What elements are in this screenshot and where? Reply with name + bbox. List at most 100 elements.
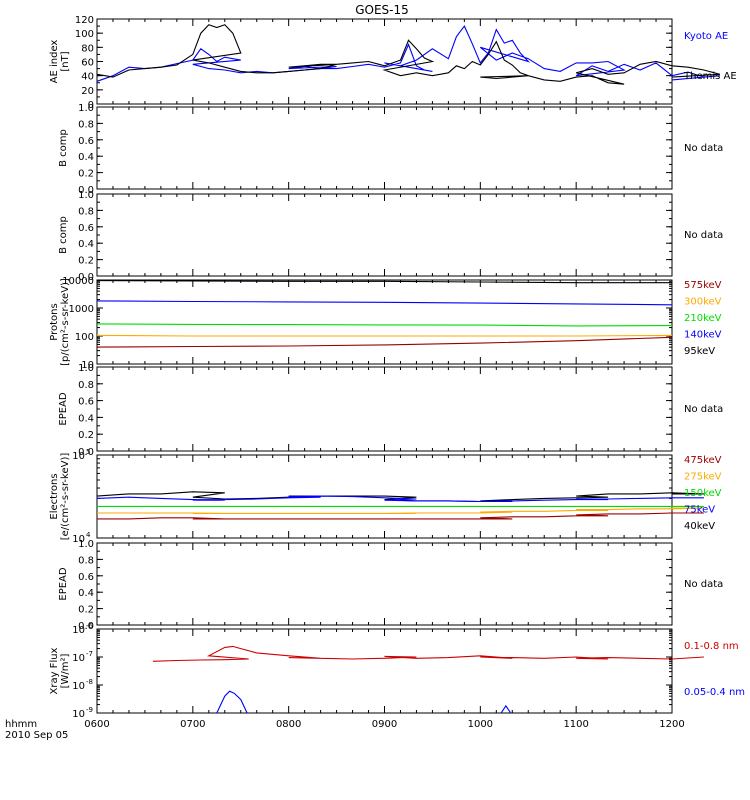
- y-tick-label: 0: [88, 100, 94, 111]
- y-axis-label: [e/(cm²-s-sr-keV)]: [60, 453, 71, 541]
- y-tick-exponent: -9: [86, 706, 93, 714]
- y-tick-label: 60: [81, 58, 94, 69]
- series-label: 150keV: [684, 488, 722, 499]
- y-tick-label: 1000: [69, 304, 94, 315]
- panel-frame-ae: [96, 18, 673, 105]
- ae-series-label: Themis AE: [683, 71, 737, 82]
- y-tick-label: 0.6: [78, 136, 94, 147]
- panel-frame-b1: [96, 106, 673, 190]
- y-tick-label: 80: [81, 43, 94, 54]
- series-label: 300keV: [684, 297, 722, 308]
- series-300keV: [96, 300, 673, 306]
- series-0.05-0.4 nm: [216, 690, 248, 714]
- y-tick-label: 40: [81, 72, 94, 83]
- no-data-label: No data: [684, 143, 723, 154]
- y-tick-label: 0.2: [78, 430, 94, 441]
- y-tick-label: 10: [72, 681, 85, 692]
- y-axis-label: Electrons: [49, 473, 60, 519]
- y-tick-label: 0.2: [78, 605, 94, 616]
- y-tick-exponent: -8: [86, 678, 93, 686]
- panel-frame-b2: [96, 193, 673, 277]
- series-0.05-0.4 nm: [500, 704, 512, 714]
- series-label: 275keV: [684, 472, 722, 483]
- panel-frame-epead1: [96, 366, 673, 452]
- y-tick-label: 0.4: [78, 152, 94, 163]
- panels-group: AE index [nT] 0 20 40 60 80 100 120 B comp 0.0 0.2 0…: [49, 15, 745, 730]
- series-label: 210keV: [684, 313, 722, 324]
- y-axis-label: [nT]: [60, 51, 71, 71]
- x-tick-label: 0600: [84, 719, 109, 730]
- x-tick-label: 1200: [659, 719, 684, 730]
- series-label: 0.05-0.4 nm: [684, 687, 745, 698]
- y-tick-label: 0.4: [78, 588, 94, 599]
- y-tick-label: 0.0: [78, 272, 94, 283]
- y-tick-label: 1.0: [78, 539, 94, 550]
- y-tick-label: 1.0: [78, 363, 94, 374]
- y-tick-exponent: 4: [86, 531, 91, 539]
- y-axis-label: B comp: [58, 129, 69, 167]
- no-data-label: No data: [684, 579, 723, 590]
- series-label: 75keV: [684, 505, 715, 516]
- y-tick-exponent: 5: [86, 448, 90, 456]
- series-Themis AE: [96, 24, 721, 85]
- series-140keV: [96, 334, 673, 337]
- y-axis-label: EPEAD: [58, 392, 69, 426]
- y-tick-label: 10: [81, 360, 94, 371]
- plot-title: GOES-15: [355, 3, 409, 17]
- series-275keV: [96, 495, 704, 503]
- series-40keV: [97, 512, 704, 520]
- y-tick-label: 0.0: [78, 185, 94, 196]
- x-tick-label: 1100: [563, 719, 588, 730]
- series-label: 0.1-0.8 nm: [684, 641, 739, 652]
- y-tick-exponent: -7: [86, 650, 93, 658]
- y-axis-label: [p/(cm²-s-sr-keV)]: [60, 278, 71, 366]
- series-label: 95keV: [684, 346, 715, 357]
- x-tick-label: 0700: [180, 719, 205, 730]
- y-tick-label: 20: [81, 86, 94, 97]
- series-label: 140keV: [684, 330, 722, 341]
- y-tick-label: 10: [72, 653, 85, 664]
- y-axis-label: [W/m²]: [60, 653, 71, 688]
- y-tick-label: 10: [72, 625, 85, 636]
- y-tick-label: 1.0: [78, 103, 94, 114]
- y-tick-label: 10000: [62, 276, 94, 287]
- y-tick-label: 0.4: [78, 413, 94, 424]
- series-label: 575keV: [684, 280, 722, 291]
- y-tick-label: 100: [75, 29, 94, 40]
- panel-frame-protons: [96, 279, 673, 365]
- y-tick-label: 0.0: [78, 621, 94, 632]
- panel-frame-xray: [96, 628, 673, 714]
- y-tick-label: 10: [72, 709, 85, 720]
- y-axis-label: Protons: [49, 303, 60, 340]
- y-axis-label: B comp: [58, 216, 69, 254]
- y-axis-label: EPEAD: [58, 567, 69, 601]
- no-data-label: No data: [684, 404, 723, 415]
- series-575keV: [96, 280, 672, 284]
- series-95keV: [96, 336, 673, 348]
- y-tick-label: 0.0: [78, 447, 94, 458]
- ae-series-label: Kyoto AE: [684, 31, 728, 42]
- series-label: 40keV: [684, 521, 715, 532]
- y-tick-label: 0.2: [78, 256, 94, 267]
- y-tick-label: 10: [72, 534, 85, 545]
- date-label: 2010 Sep 05: [5, 730, 68, 741]
- y-tick-label: 0.6: [78, 397, 94, 408]
- series-75keV: [97, 507, 704, 514]
- y-tick-label: 120: [75, 15, 94, 26]
- y-tick-exponent: -6: [86, 622, 94, 630]
- time-label: hhmm: [5, 719, 37, 730]
- no-data-label: No data: [684, 230, 723, 241]
- y-axis-label: Xray Flux: [49, 647, 60, 694]
- panel-frame-epead2: [96, 542, 673, 626]
- y-tick-label: 10: [72, 451, 85, 462]
- y-tick-label: 0.8: [78, 119, 94, 130]
- y-tick-label: 0.4: [78, 239, 94, 250]
- series-475keV: [96, 491, 704, 503]
- y-tick-label: 1.0: [78, 190, 94, 201]
- y-tick-label: 0.8: [78, 555, 94, 566]
- x-tick-label: 1000: [468, 719, 493, 730]
- x-tick-label: 0800: [276, 719, 301, 730]
- series-Kyoto AE: [96, 25, 720, 82]
- series-0.1-0.8 nm: [152, 645, 704, 662]
